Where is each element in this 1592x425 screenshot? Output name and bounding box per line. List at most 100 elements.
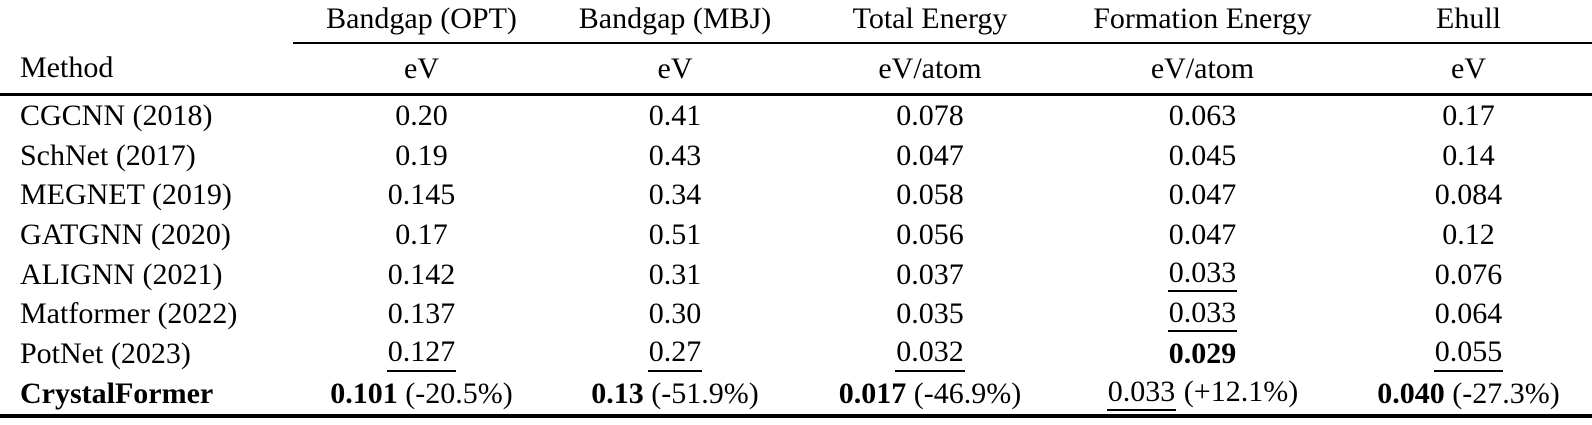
value-cell: 0.029 bbox=[1060, 334, 1345, 374]
units-header-row: Method eV eV eV/atom eV/atom eV bbox=[0, 43, 1592, 96]
value-cell: 0.31 bbox=[550, 255, 800, 295]
unit-total-energy: eV/atom bbox=[800, 43, 1060, 96]
metric-value: 0.14 bbox=[1442, 138, 1495, 172]
metric-value: 0.41 bbox=[648, 98, 702, 132]
metric-value: 0.142 bbox=[387, 257, 456, 291]
value-cell: 0.27 bbox=[550, 334, 800, 374]
method-cell: PotNet (2023) bbox=[20, 336, 191, 370]
value-cell: 0.14 bbox=[1345, 136, 1592, 176]
value-cell: 0.047 bbox=[1060, 175, 1345, 215]
metric-value: 0.30 bbox=[648, 297, 702, 331]
metric-value: 0.12 bbox=[1442, 217, 1495, 251]
percent-change: (-46.9%) bbox=[906, 376, 1022, 410]
metric-value: 0.055 bbox=[1433, 336, 1504, 372]
table-row: GATGNN (2020) 0.17 0.51 0.056 0.047 0.12 bbox=[0, 215, 1592, 255]
value-cell: 0.045 bbox=[1060, 136, 1345, 176]
table-row: MEGNET (2019) 0.145 0.34 0.058 0.047 0.084 bbox=[0, 175, 1592, 215]
value-cell: 0.43 bbox=[550, 136, 800, 176]
method-cell: CrystalFormer bbox=[20, 376, 214, 410]
metric-value: 0.017 bbox=[838, 376, 907, 410]
metric-value: 0.040 bbox=[1377, 376, 1445, 410]
value-cell: 0.17 bbox=[1345, 95, 1592, 136]
value-cell: 0.040 (-27.3%) bbox=[1345, 374, 1592, 416]
metric-value: 0.047 bbox=[1168, 217, 1237, 251]
metric-value: 0.145 bbox=[387, 178, 456, 212]
metric-value: 0.033 bbox=[1167, 257, 1238, 293]
value-cell: 0.20 bbox=[293, 95, 550, 136]
metric-value: 0.43 bbox=[648, 138, 702, 172]
unit-bandgap-mbj: eV bbox=[550, 43, 800, 96]
value-cell: 0.063 bbox=[1060, 95, 1345, 136]
method-cell: CGCNN (2018) bbox=[20, 98, 213, 132]
metric-value: 0.078 bbox=[896, 98, 964, 132]
value-cell: 0.17 bbox=[293, 215, 550, 255]
unit-bandgap-opt: eV bbox=[293, 43, 550, 96]
table-row: CrystalFormer 0.101 (-20.5%) 0.13 (-51.9%)… bbox=[0, 374, 1592, 416]
value-cell: 0.037 bbox=[800, 255, 1060, 295]
value-cell: 0.30 bbox=[550, 294, 800, 334]
value-cell: 0.035 bbox=[800, 294, 1060, 334]
metric-value: 0.51 bbox=[648, 217, 702, 251]
value-cell: 0.017 (-46.9%) bbox=[800, 374, 1060, 416]
metric-value: 0.033 bbox=[1167, 297, 1238, 333]
col-group-total-energy: Total Energy bbox=[800, 2, 1060, 44]
value-cell: 0.076 bbox=[1345, 255, 1592, 295]
metric-value: 0.20 bbox=[395, 98, 448, 132]
metric-value: 0.19 bbox=[395, 138, 448, 172]
metric-value: 0.029 bbox=[1168, 336, 1237, 370]
metric-value: 0.035 bbox=[896, 297, 964, 331]
value-cell: 0.047 bbox=[800, 136, 1060, 176]
metric-value: 0.056 bbox=[896, 217, 964, 251]
value-cell: 0.142 bbox=[293, 255, 550, 295]
metric-value: 0.17 bbox=[1442, 98, 1495, 132]
metric-value: 0.033 bbox=[1106, 376, 1177, 412]
value-cell: 0.084 bbox=[1345, 175, 1592, 215]
metric-value: 0.032 bbox=[895, 336, 965, 372]
value-cell: 0.101 (-20.5%) bbox=[293, 374, 550, 416]
value-cell: 0.033 bbox=[1060, 294, 1345, 334]
method-cell: ALIGNN (2021) bbox=[20, 257, 223, 291]
metric-value: 0.13 bbox=[591, 376, 644, 410]
metric-value: 0.27 bbox=[647, 336, 703, 372]
table-row: PotNet (2023) 0.127 0.27 0.032 0.029 0.055 bbox=[0, 334, 1592, 374]
metric-value: 0.047 bbox=[896, 138, 964, 172]
metric-value: 0.037 bbox=[896, 257, 964, 291]
col-group-bandgap-opt: Bandgap (OPT) bbox=[293, 2, 550, 44]
method-column-spacer bbox=[0, 2, 293, 43]
value-cell: 0.137 bbox=[293, 294, 550, 334]
value-cell: 0.078 bbox=[800, 95, 1060, 136]
percent-change: (-27.3%) bbox=[1444, 376, 1560, 410]
percent-change: (+12.1%) bbox=[1176, 374, 1299, 408]
metric-value: 0.101 bbox=[330, 376, 398, 410]
value-cell: 0.51 bbox=[550, 215, 800, 255]
value-cell: 0.055 bbox=[1345, 334, 1592, 374]
value-cell: 0.032 bbox=[800, 334, 1060, 374]
value-cell: 0.145 bbox=[293, 175, 550, 215]
value-cell: 0.127 bbox=[293, 334, 550, 374]
col-group-ehull: Ehull bbox=[1345, 2, 1592, 44]
col-group-bandgap-mbj: Bandgap (MBJ) bbox=[550, 2, 800, 44]
percent-change: (-20.5%) bbox=[397, 376, 513, 410]
metric-value: 0.064 bbox=[1434, 297, 1503, 331]
value-cell: 0.12 bbox=[1345, 215, 1592, 255]
method-cell: Matformer (2022) bbox=[20, 297, 238, 331]
percent-change: (-51.9%) bbox=[643, 376, 759, 410]
value-cell: 0.41 bbox=[550, 95, 800, 136]
method-cell: SchNet (2017) bbox=[20, 138, 196, 172]
value-cell: 0.058 bbox=[800, 175, 1060, 215]
method-column-header: Method bbox=[0, 43, 293, 96]
benchmark-results-table: Bandgap (OPT) Bandgap (MBJ) Total Energy… bbox=[0, 2, 1592, 418]
metric-value: 0.17 bbox=[395, 217, 448, 251]
metric-value: 0.045 bbox=[1168, 138, 1237, 172]
col-group-formation-energy: Formation Energy bbox=[1060, 2, 1345, 44]
table-row: SchNet (2017) 0.19 0.43 0.047 0.045 0.14 bbox=[0, 136, 1592, 176]
method-cell: MEGNET (2019) bbox=[20, 178, 232, 212]
method-cell: GATGNN (2020) bbox=[20, 217, 231, 251]
column-group-header-row: Bandgap (OPT) Bandgap (MBJ) Total Energy… bbox=[0, 2, 1592, 44]
value-cell: 0.033 bbox=[1060, 255, 1345, 295]
table-body: CGCNN (2018) 0.20 0.41 0.078 0.063 0.17 SchNet… bbox=[0, 95, 1592, 416]
value-cell: 0.34 bbox=[550, 175, 800, 215]
value-cell: 0.033 (+12.1%) bbox=[1060, 374, 1345, 416]
metric-value: 0.063 bbox=[1168, 98, 1237, 132]
value-cell: 0.056 bbox=[800, 215, 1060, 255]
